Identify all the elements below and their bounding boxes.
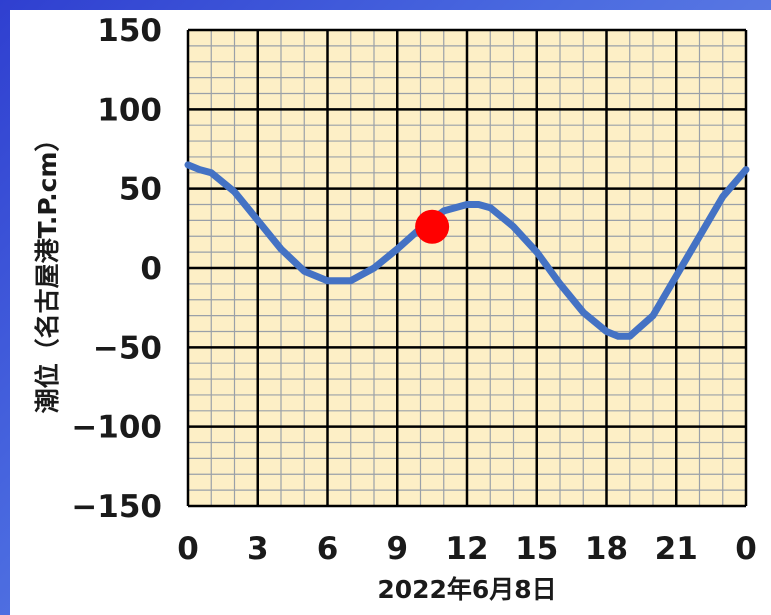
tide-series-line	[184, 161, 750, 340]
y-tick-label: −100	[71, 410, 162, 446]
y-tick-label: 50	[119, 172, 162, 208]
x-tick-label: 15	[515, 531, 558, 567]
y-tick-label: 100	[97, 92, 162, 128]
x-axis-title: 2022年6月8日	[377, 575, 556, 604]
x-tick-label: 21	[655, 531, 698, 567]
x-tick-label: 12	[445, 531, 488, 567]
x-tick-label: 0	[177, 531, 199, 567]
y-tick-labels: 150 100 50 0 −50 −100 −150	[71, 13, 162, 525]
y-axis-title: 潮位（名古屋港T.P.cm）	[33, 127, 62, 414]
x-tick-label: 9	[386, 531, 408, 567]
series-group	[184, 161, 750, 340]
y-tick-label: 0	[140, 251, 162, 287]
major-grid	[186, 28, 748, 508]
y-tick-label: −50	[93, 330, 162, 366]
x-tick-label: 6	[317, 531, 339, 567]
x-tick-label: 0	[735, 531, 757, 567]
x-tick-label: 18	[585, 531, 628, 567]
y-tick-label: −150	[71, 489, 162, 525]
x-tick-label: 3	[247, 531, 269, 567]
x-tick-labels: 0 3 6 9 12 15 18 21 0	[177, 531, 757, 567]
y-tick-label: 150	[97, 13, 162, 49]
current-tide-marker	[415, 209, 450, 244]
